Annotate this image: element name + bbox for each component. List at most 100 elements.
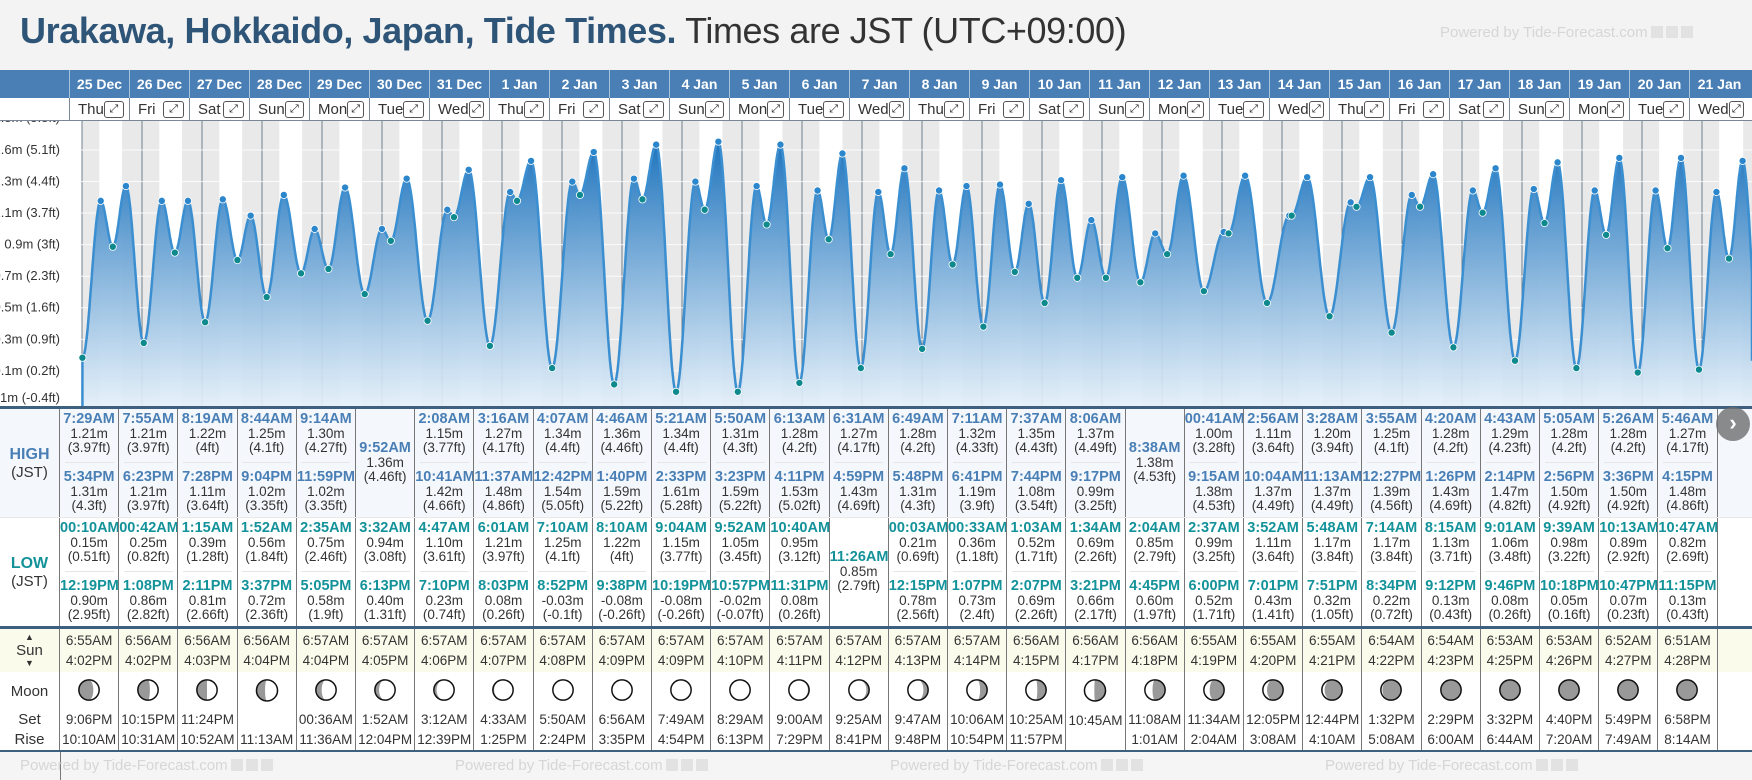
tide-height-ft: (0.72ft) bbox=[1370, 607, 1413, 623]
low-tide-point bbox=[979, 322, 988, 331]
expand-day-button[interactable]: ⤢ bbox=[888, 101, 904, 118]
tide-time: 3:16AM bbox=[477, 411, 530, 428]
low-tide-entry: 1:34AM 0.69m (2.26ft) bbox=[1066, 521, 1124, 565]
tide-height-m: 0.78m bbox=[899, 592, 937, 608]
next-page-button[interactable]: › bbox=[1716, 407, 1750, 441]
expand-day-button[interactable]: ⤢ bbox=[1308, 101, 1324, 118]
expand-day-button[interactable]: ⤢ bbox=[943, 101, 964, 118]
tide-height-ft: (3.48ft) bbox=[1488, 549, 1532, 565]
expand-day-button[interactable]: ⤢ bbox=[704, 101, 724, 118]
entry-divider bbox=[479, 462, 528, 464]
tide-time: 7:14AM bbox=[1365, 520, 1418, 537]
moonrise-time: 4:54PM bbox=[657, 732, 705, 747]
weekday-label: Mon bbox=[1578, 101, 1608, 118]
high-tide-point bbox=[652, 140, 661, 149]
expand-day-button[interactable]: ⤢ bbox=[823, 101, 844, 118]
expand-day-button[interactable]: ⤢ bbox=[643, 101, 664, 118]
expand-day-button[interactable]: ⤢ bbox=[223, 101, 244, 118]
expand-day-button[interactable]: ⤢ bbox=[1607, 101, 1624, 118]
low-tide-entry: 8:34PM 0.22m (0.72ft) bbox=[1362, 579, 1420, 623]
weekday-header: Thu ⤢ bbox=[909, 98, 969, 121]
weekday-label: Sat bbox=[198, 101, 221, 118]
moonset-time: 1:52AM bbox=[361, 712, 409, 727]
low-tide-point bbox=[1478, 208, 1487, 217]
tide-height-ft: (4.53ft) bbox=[1133, 469, 1177, 485]
expand-day-button[interactable]: ⤢ bbox=[583, 101, 604, 118]
moonset-time: 11:34AM bbox=[1187, 712, 1241, 727]
date-header: 4 Jan bbox=[669, 70, 729, 98]
weekday-label: Mon bbox=[1158, 101, 1188, 118]
moon-cell: 2:29PM 6:00AM bbox=[1422, 672, 1481, 750]
tide-height-m: 0.39m bbox=[188, 534, 227, 550]
low-tide-entry: 9:39AM 0.98m (3.22ft) bbox=[1540, 521, 1598, 565]
moon-cell: 12:05PM 3:08AM bbox=[1244, 672, 1304, 750]
moon-phase-icon bbox=[610, 679, 633, 701]
tide-height-ft: (3.25ft) bbox=[1192, 549, 1236, 565]
tide-height-ft: (0.23ft) bbox=[1606, 607, 1650, 623]
moonset-time: 9:00AM bbox=[776, 712, 823, 727]
date-header: 2 Jan bbox=[549, 70, 609, 98]
low-tide-entry: 10:47AM 0.82m (2.69ft) bbox=[1658, 521, 1716, 565]
high-tide-entry: 8:06AM 1.37m (4.49ft) bbox=[1066, 412, 1124, 456]
expand-day-button[interactable]: ⤢ bbox=[103, 101, 124, 118]
date-header: 29 Dec bbox=[309, 70, 369, 98]
expand-day-button[interactable]: ⤢ bbox=[347, 101, 364, 118]
expand-day-button[interactable]: ⤢ bbox=[767, 101, 784, 118]
high-tide-entry: 4:11PM 1.53m (5.02ft) bbox=[770, 470, 828, 514]
expand-day-button[interactable]: ⤢ bbox=[1544, 101, 1564, 118]
sunset-time: 4:02PM bbox=[65, 652, 113, 668]
moon-cell: 9:47AM 9:48PM bbox=[889, 672, 948, 750]
expand-day-button[interactable]: ⤢ bbox=[523, 101, 544, 118]
moon-phase-icon bbox=[1558, 679, 1580, 701]
low-tide-point bbox=[386, 236, 395, 245]
low-tide-point bbox=[262, 293, 271, 302]
entry-divider bbox=[242, 571, 292, 573]
expand-day-button[interactable]: ⤢ bbox=[1728, 101, 1744, 118]
entry-divider bbox=[1189, 571, 1239, 573]
tide-height-m: 0.66m bbox=[1076, 592, 1115, 608]
expand-day-button[interactable]: ⤢ bbox=[1003, 101, 1024, 118]
expand-day-button[interactable]: ⤢ bbox=[163, 101, 184, 118]
expand-day-button[interactable]: ⤢ bbox=[1663, 101, 1684, 118]
low-tide-point bbox=[1416, 202, 1425, 211]
entry-divider bbox=[1189, 462, 1239, 464]
tide-height-m: 1.30m bbox=[307, 425, 345, 441]
date-header: 10 Jan bbox=[1029, 70, 1089, 98]
moonrise-time: 12:04PM bbox=[358, 732, 413, 747]
expand-day-button[interactable]: ⤢ bbox=[284, 101, 304, 118]
low-tide-point bbox=[1572, 364, 1581, 373]
sunrise-time: 6:57AM bbox=[894, 633, 942, 649]
high-tide-point bbox=[1346, 198, 1355, 207]
moonset-time: 10:25AM bbox=[1009, 712, 1064, 727]
expand-day-button[interactable]: ⤢ bbox=[403, 101, 424, 118]
expand-day-button[interactable]: ⤢ bbox=[1187, 101, 1204, 118]
moon-phase-icon bbox=[670, 679, 692, 701]
low-tz-label: (JST) bbox=[11, 572, 48, 590]
low-tide-entry: 1:03AM 0.52m (1.71ft) bbox=[1007, 521, 1065, 565]
tide-chart-svg: 1.8m (5.8ft) 1.6m (5.1ft) 1.3m (4.4ft) 1.1m… bbox=[0, 121, 1752, 407]
low-tide-entry: 11:31PM 0.08m (0.26ft) bbox=[770, 579, 828, 623]
footer-watermark-row: Powered by Tide-Forecast.com Powered by T… bbox=[0, 752, 1752, 780]
expand-day-button[interactable]: ⤢ bbox=[1063, 101, 1084, 118]
expand-day-button[interactable]: ⤢ bbox=[1423, 101, 1444, 118]
date-header: 19 Jan bbox=[1569, 70, 1629, 98]
high-tide-entry: 4:46AM 1.36m (4.46ft) bbox=[593, 412, 651, 456]
moonset-time: 11:08AM bbox=[1128, 712, 1182, 727]
expand-day-button[interactable]: ⤢ bbox=[1483, 101, 1504, 118]
moon-cell: 4:33AM 1:25PM bbox=[474, 672, 534, 750]
moon-cell: 10:25AM 11:57PM bbox=[1007, 672, 1067, 750]
expand-day-button[interactable]: ⤢ bbox=[468, 101, 484, 118]
entry-divider bbox=[183, 462, 232, 464]
expand-day-button[interactable]: ⤢ bbox=[1363, 101, 1384, 118]
expand-day-button[interactable]: ⤢ bbox=[1243, 101, 1264, 118]
tide-height-ft: (3.25ft) bbox=[1074, 498, 1117, 514]
tide-time: 7:10PM bbox=[418, 578, 470, 595]
high-tide-point bbox=[629, 174, 638, 183]
expand-day-button[interactable]: ⤢ bbox=[1124, 101, 1144, 118]
weekday-label: Thu bbox=[78, 101, 104, 118]
entry-divider bbox=[834, 462, 884, 464]
low-tide-entry: 5:05PM 0.58m (1.9ft) bbox=[297, 579, 355, 623]
low-tide-entry: 6:01AM 1.21m (3.97ft) bbox=[474, 521, 532, 565]
moon-phase-icon bbox=[492, 679, 515, 701]
sunrise-time: 6:55AM bbox=[1190, 633, 1238, 649]
